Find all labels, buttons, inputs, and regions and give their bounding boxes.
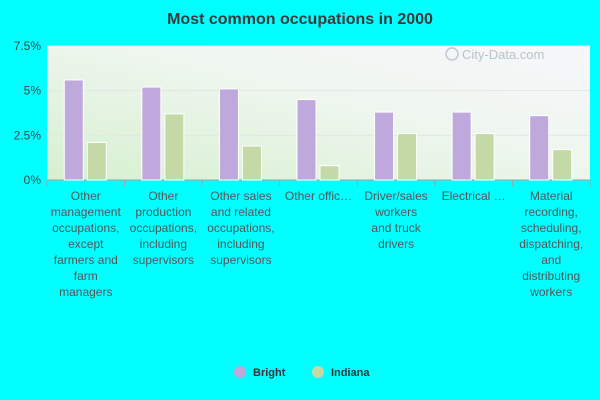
x-category-label-line: distributing: [522, 269, 580, 283]
bar-bright-3: [296, 99, 317, 181]
x-category-label-line: Other: [71, 189, 101, 203]
bar-indiana-0: [86, 141, 107, 181]
bar-bright-1: [141, 86, 162, 181]
x-category-label-line: supervisors: [133, 253, 194, 267]
x-category-label: Other sales and related occupations, includ…: [207, 189, 274, 267]
x-category-label: Driver/sales workers and truck drivers: [364, 189, 427, 251]
x-category-label: Electrical …: [442, 189, 506, 203]
x-category-label-line: occupations,: [52, 221, 119, 235]
x-category-label-line: Other sales: [210, 189, 271, 203]
watermark-text: City-Data.com: [462, 47, 544, 62]
x-category-label-line: occupations,: [207, 221, 274, 235]
x-axis-labels: Other management occupations, except farmers…: [51, 189, 583, 299]
x-category-label-line: drivers: [378, 237, 414, 251]
x-category-label-line: production: [135, 205, 191, 219]
x-category-label-line: supervisors: [210, 253, 271, 267]
bar-bright-5: [451, 111, 472, 181]
bar-indiana-3: [319, 165, 340, 181]
bar-bright-0: [63, 79, 84, 181]
x-category-label-line: Driver/sales: [364, 189, 427, 203]
x-category-label-line: recording,: [525, 205, 578, 219]
y-axis-ticks: 0% 2.5% 5% 7.5%: [14, 39, 42, 187]
x-category-label-line: and truck: [371, 221, 421, 235]
x-category-label-line: and: [541, 253, 561, 267]
bar-indiana-5: [474, 133, 495, 181]
legend-label-indiana: Indiana: [331, 367, 370, 379]
y-tick-label: 5%: [24, 84, 42, 98]
bar-bright-2: [218, 88, 239, 181]
x-category-label-line: workers: [529, 285, 572, 299]
x-category-label-line: occupations,: [130, 221, 197, 235]
bar-bright-6: [529, 115, 550, 181]
x-category-label-line: except: [68, 237, 104, 251]
x-category-label: Material recording, scheduling, dispatching…: [519, 189, 583, 299]
x-category-label-line: Other offic…: [285, 189, 352, 203]
chart-title: Most common occupations in 2000: [167, 11, 433, 28]
x-category-label-line: scheduling,: [521, 221, 582, 235]
x-category-label-line: Material: [530, 189, 573, 203]
x-category-label-line: including: [217, 237, 264, 251]
y-tick-label: 7.5%: [14, 39, 42, 53]
bars: [63, 79, 573, 181]
plot-area: [47, 46, 590, 180]
x-category-label-line: Electrical …: [442, 189, 506, 203]
watermark-icon: [445, 47, 459, 61]
x-category-label-line: dispatching,: [519, 237, 583, 251]
x-category-label-line: managers: [59, 285, 112, 299]
x-category-label-line: including: [140, 237, 187, 251]
category-separators: [46, 180, 591, 186]
legend-swatch-indiana: [312, 366, 324, 378]
y-tick-label: 0%: [24, 173, 42, 187]
bar-bright-4: [374, 111, 395, 181]
x-category-label: Other offic…: [285, 189, 352, 203]
x-category-label: Other production occupations, including supe…: [130, 189, 197, 267]
x-category-label-line: farmers and: [54, 253, 118, 267]
x-category-label-line: and related: [211, 205, 271, 219]
bar-indiana-6: [552, 149, 573, 181]
bar-indiana-1: [164, 113, 185, 181]
legend-label-bright: Bright: [253, 367, 286, 379]
bar-indiana-4: [397, 133, 418, 181]
y-tick-label: 2.5%: [14, 128, 42, 142]
x-category-label: Other management occupations, except farmers…: [51, 189, 122, 299]
legend-swatch-bright: [234, 366, 246, 378]
x-category-label-line: management: [51, 205, 122, 219]
watermark: City-Data.com: [445, 47, 544, 62]
x-category-label-line: workers: [374, 205, 417, 219]
gridlines: [47, 45, 590, 181]
bar-indiana-2: [241, 145, 262, 181]
x-category-label-line: Other: [148, 189, 178, 203]
x-category-label-line: farm: [74, 269, 98, 283]
legend: Bright Indiana: [234, 366, 370, 379]
